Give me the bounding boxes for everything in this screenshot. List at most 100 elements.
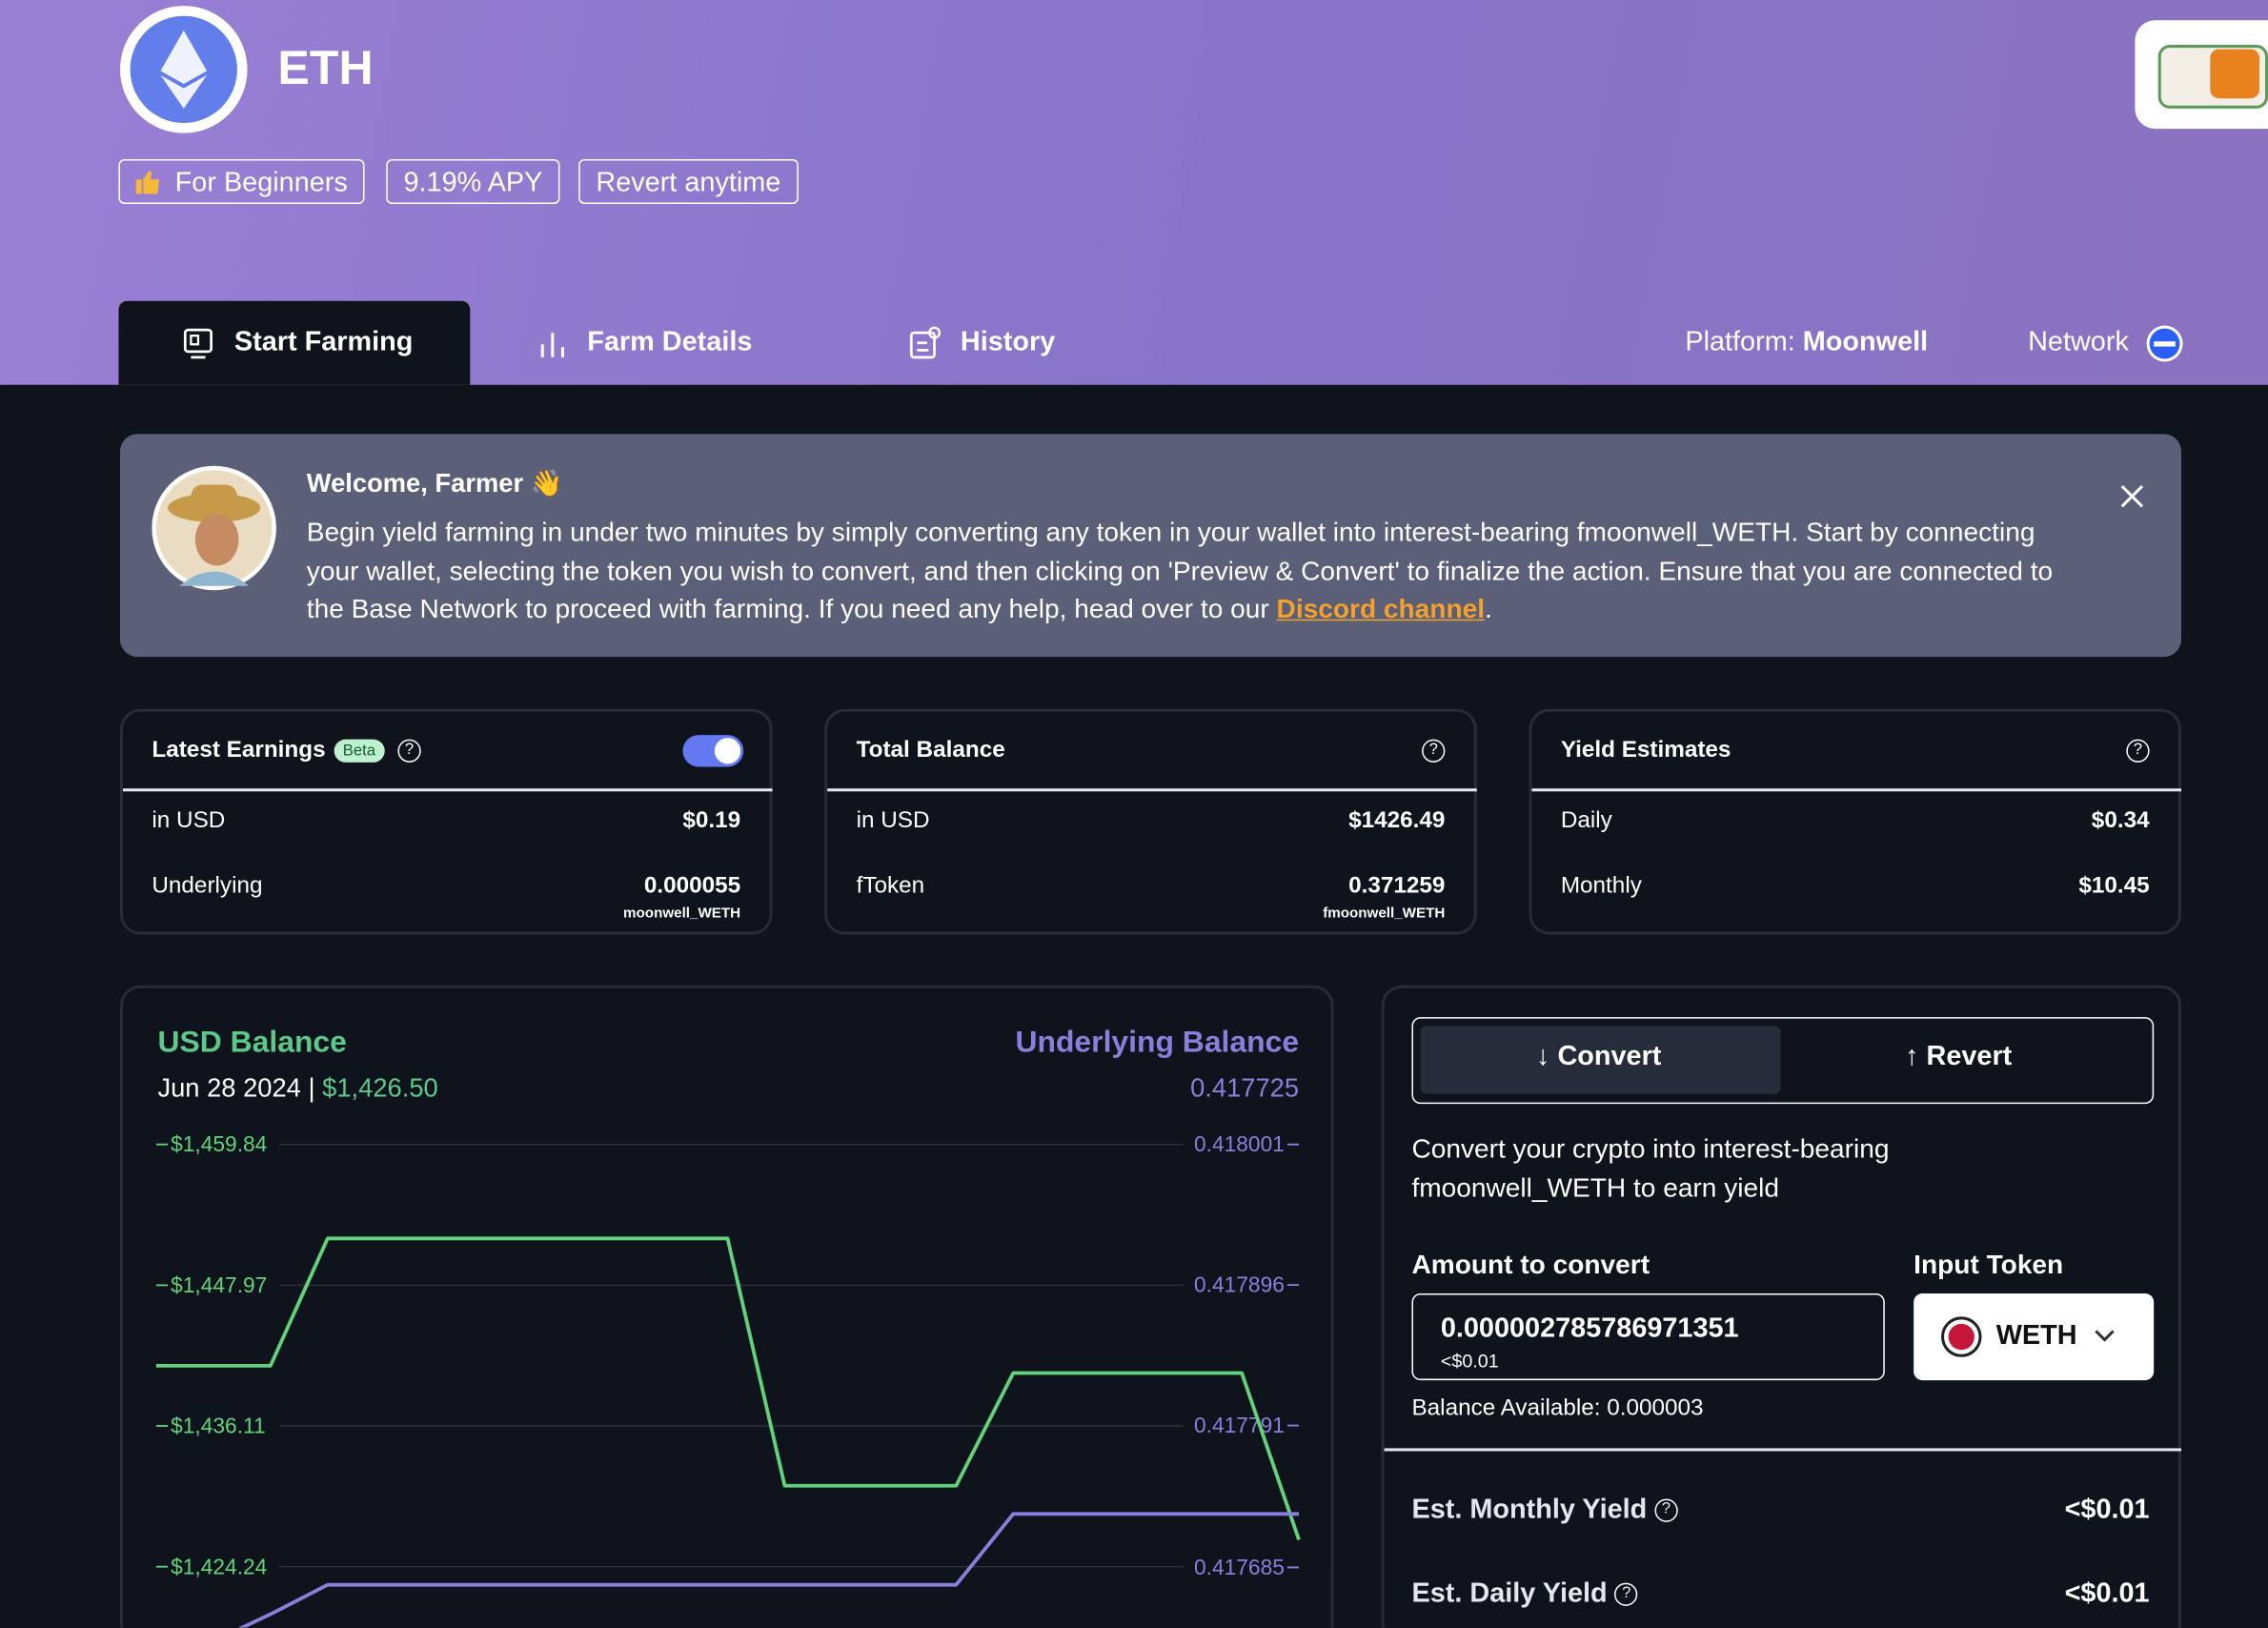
y2-tick-label: 0.417896 (1194, 1272, 1285, 1297)
divider (827, 788, 1477, 791)
balance-label: Balance Available: (1411, 1395, 1601, 1421)
y2-tick-label: 0.418001 (1194, 1131, 1285, 1156)
divider (1531, 788, 2181, 791)
balance-value: 0.000003 (1607, 1395, 1704, 1421)
farmer-avatar (152, 465, 276, 591)
badge-text: For Beginners (174, 168, 348, 198)
yield-label: Est. Daily Yield ? (1411, 1578, 1638, 1610)
token-label: Input Token (1914, 1248, 2064, 1279)
divider (1384, 1448, 2181, 1451)
row-label: fToken (856, 873, 925, 899)
card-title: Yield Estimates (1560, 738, 1731, 763)
beta-badge: Beta (334, 739, 385, 763)
chart-date: Jun 28 2024 | $1,426.50 (157, 1073, 438, 1103)
title: ETH (277, 40, 374, 94)
welcome-banner: Welcome, Farmer 👋 Begin yield farming in… (119, 434, 2181, 658)
thumb-icon (135, 171, 159, 194)
underlying-value: 0.417725 (1190, 1073, 1300, 1103)
row-label: in USD (856, 808, 930, 834)
amount-label: Amount to convert (1411, 1248, 1650, 1279)
row-label: Daily (1560, 808, 1612, 834)
mode-switch: ↓ Convert ↑ Revert (1411, 1017, 2155, 1105)
yield-label-text: Est. Monthly Yield (1411, 1494, 1648, 1525)
tab-icon (183, 328, 213, 359)
y-tick-label: $1,436.11 (171, 1414, 266, 1438)
wallet-button[interactable] (2135, 20, 2268, 130)
welcome-body: Begin yield farming in under two minutes… (306, 516, 2054, 624)
yield-label-text: Est. Daily Yield (1411, 1578, 1608, 1609)
help-icon: ? (1654, 1498, 1678, 1522)
y2-tick-label: 0.417685 (1194, 1555, 1285, 1579)
usd-value: $1,426.50 (322, 1073, 438, 1103)
stat-card: Yield Estimates? Daily $0.34 Monthly $10.45 (1529, 708, 2181, 935)
help-icon: ? (1614, 1582, 1638, 1606)
convert-tab-text: Convert (1557, 1041, 1662, 1072)
row-label: Monthly (1560, 873, 1642, 899)
y-tick-label: $1,424.24 (171, 1554, 267, 1578)
platform: Platform: Moonwell (1685, 327, 1928, 358)
series-line (237, 1512, 1300, 1628)
help-icon: ? (2126, 739, 2150, 763)
platform-name: Moonwell (1802, 327, 1929, 357)
network-icon (2146, 325, 2183, 362)
chart-card: USD Balance Jun 28 2024 | $1,426.50 Unde… (119, 985, 1334, 1628)
yield-value: <$0.01 (2064, 1578, 2150, 1609)
divider (123, 788, 773, 791)
series-line (155, 1236, 1301, 1541)
card-title: Latest Earnings (152, 738, 326, 763)
chart: $1,459.84 $1,447.97 $1,436.11 $1,424.24 0.41… (155, 1131, 1301, 1628)
welcome-end: . (1485, 593, 1492, 624)
y2-tick-label: 0.417791 (1194, 1413, 1285, 1437)
discord-link[interactable]: Discord channel (1276, 593, 1486, 624)
welcome-title: Welcome, Farmer 👋 (306, 468, 563, 499)
amount-input[interactable]: 0.000002785786971351 <$0.01 (1411, 1293, 1885, 1381)
revert-tab-text: Revert (1926, 1041, 2013, 1072)
chevron (2095, 1330, 2115, 1342)
fox-icon (2210, 49, 2259, 99)
tab-start-farming[interactable]: Start Farming (233, 327, 414, 357)
row-value: $1426.49 (1348, 808, 1446, 834)
row-value: $0.34 (2091, 808, 2150, 834)
platform-label: Platform: (1685, 327, 1795, 357)
help-icon: ? (397, 739, 421, 763)
stat-card: Total Balance? in USD $1426.49 fToken 0.3712… (824, 708, 1477, 935)
convert-description: Convert your crypto into interest-bearin… (1411, 1132, 1890, 1202)
tab-farm-details[interactable]: Farm Details (587, 327, 753, 357)
row-value: $10.45 (2078, 873, 2150, 899)
card-title: Total Balance (856, 738, 1005, 763)
revert-tab[interactable]: ↑ Revert (1905, 1041, 2013, 1072)
balance: Balance Available: 0.000003 (1411, 1396, 1703, 1422)
chart-title: USD Balance (157, 1026, 347, 1060)
badge: 9.19% APY (386, 158, 560, 205)
mode-active-bg (1420, 1026, 1781, 1094)
help-icon: ? (1422, 739, 1446, 763)
network-label: Network (2028, 327, 2129, 357)
row-unit: moonwell_WETH (623, 906, 741, 922)
toggle[interactable] (682, 735, 744, 767)
token-name: WETH (1995, 1320, 2077, 1352)
row-value: $0.19 (682, 808, 741, 834)
row-unit: fmoonwell_WETH (1323, 906, 1446, 922)
eth-logo (119, 6, 248, 133)
yield-value: <$0.01 (2064, 1494, 2150, 1525)
weth-icon (1941, 1316, 1982, 1357)
tab-icon (909, 326, 942, 359)
tab-history[interactable]: History (960, 327, 1056, 357)
active-tab-bg (118, 300, 471, 385)
close-button[interactable] (2119, 483, 2145, 509)
chart-title-2: Underlying Balance (1015, 1026, 1300, 1060)
tab-icon (540, 333, 564, 357)
toggle-knob (714, 738, 741, 764)
badge: Revert anytime (578, 158, 799, 205)
amount-value: 0.000002785786971351 (1440, 1313, 1739, 1345)
row-value: 0.371259 (1348, 873, 1446, 899)
yield-label: Est. Monthly Yield ? (1411, 1494, 1678, 1526)
token-select[interactable]: WETH (1914, 1293, 2155, 1381)
row-label: in USD (152, 808, 226, 834)
badge: For Beginners (118, 158, 366, 205)
convert-tab[interactable]: ↓ Convert (1536, 1041, 1662, 1072)
amount-usd: <$0.01 (1440, 1350, 1499, 1372)
stat-card: Latest Earnings Beta? in USD $0.19 Underlyin… (119, 708, 773, 935)
convert-card: ↓ Convert ↑ Revert Convert your crypto i… (1381, 985, 2181, 1628)
